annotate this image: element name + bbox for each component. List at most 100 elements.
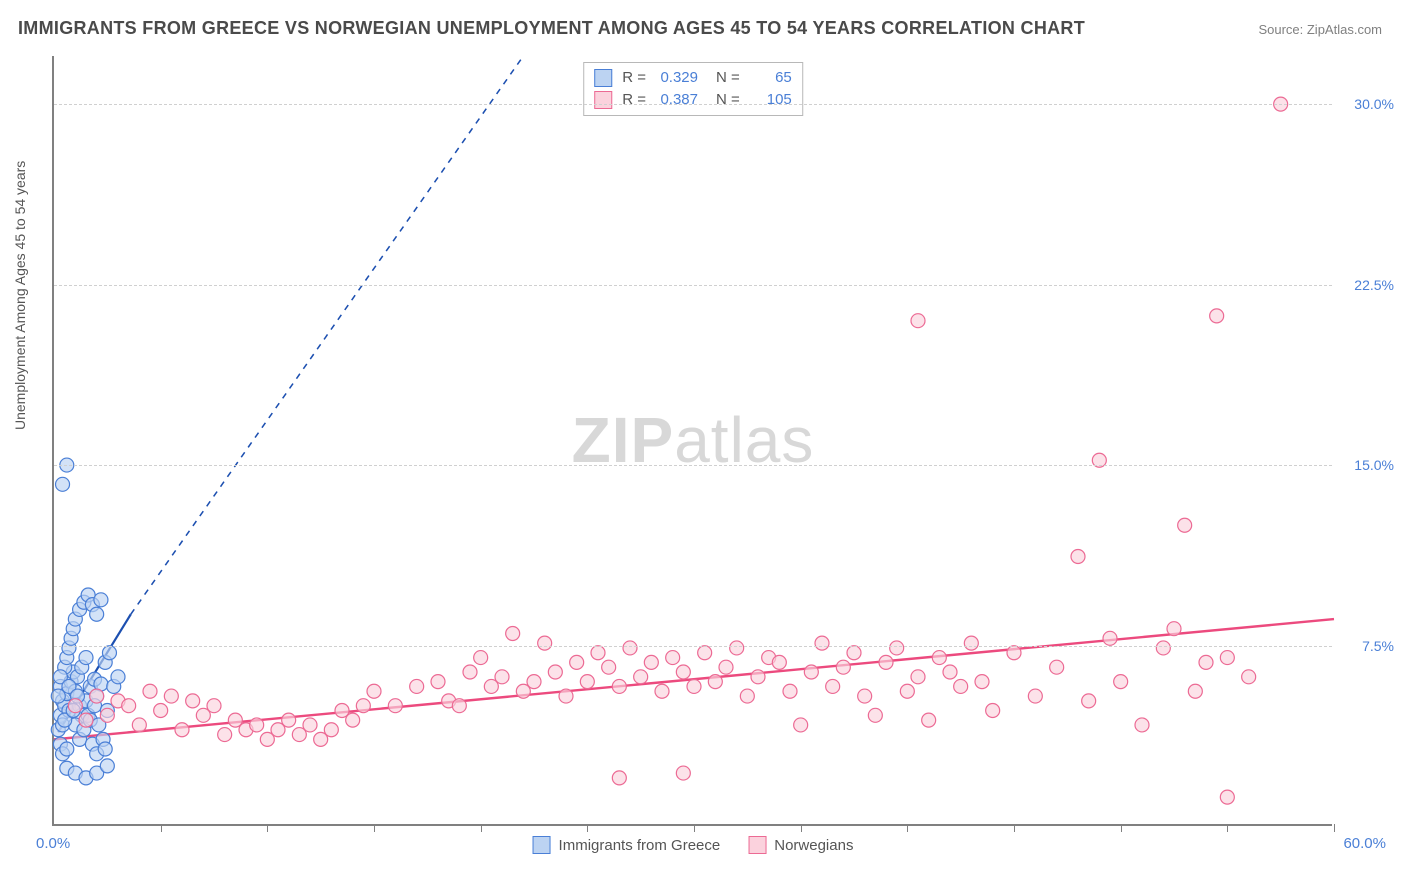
point-greece: [60, 742, 74, 756]
y-tick-label: 30.0%: [1338, 96, 1394, 112]
point-norwegians: [772, 655, 786, 669]
y-tick-label: 15.0%: [1338, 457, 1394, 473]
point-norwegians: [1220, 651, 1234, 665]
point-norwegians: [207, 699, 221, 713]
point-norwegians: [570, 655, 584, 669]
point-norwegians: [591, 646, 605, 660]
x-max-label: 60.0%: [1343, 835, 1386, 852]
point-norwegians: [900, 684, 914, 698]
point-greece: [56, 477, 70, 491]
y-tick-label: 22.5%: [1338, 277, 1394, 293]
point-norwegians: [911, 670, 925, 684]
point-norwegians: [1210, 309, 1224, 323]
point-norwegians: [1199, 655, 1213, 669]
point-norwegians: [612, 679, 626, 693]
point-norwegians: [911, 314, 925, 328]
legend-top-row-norwegians: R =0.387N =105: [594, 89, 792, 111]
point-norwegians: [602, 660, 616, 674]
x-tick: [481, 824, 482, 832]
point-norwegians: [431, 675, 445, 689]
point-norwegians: [410, 679, 424, 693]
chart-svg: [54, 56, 1332, 824]
point-norwegians: [282, 713, 296, 727]
point-norwegians: [666, 651, 680, 665]
point-norwegians: [1103, 631, 1117, 645]
n-label: N =: [716, 89, 740, 111]
point-norwegians: [612, 771, 626, 785]
x-tick: [694, 824, 695, 832]
point-norwegians: [452, 699, 466, 713]
point-norwegians: [719, 660, 733, 674]
point-norwegians: [548, 665, 562, 679]
point-norwegians: [538, 636, 552, 650]
point-norwegians: [730, 641, 744, 655]
point-norwegians: [324, 723, 338, 737]
x-tick: [1014, 824, 1015, 832]
x-tick: [1334, 824, 1335, 832]
point-norwegians: [506, 627, 520, 641]
gridline: [54, 465, 1332, 466]
point-greece: [79, 651, 93, 665]
point-norwegians: [623, 641, 637, 655]
plot-area: ZIPatlas R =0.329N =65R =0.387N =105 Imm…: [52, 56, 1332, 826]
point-norwegians: [975, 675, 989, 689]
point-norwegians: [740, 689, 754, 703]
point-greece: [111, 670, 125, 684]
point-norwegians: [495, 670, 509, 684]
point-greece: [98, 742, 112, 756]
point-norwegians: [815, 636, 829, 650]
x-tick: [1121, 824, 1122, 832]
point-norwegians: [751, 670, 765, 684]
point-norwegians: [954, 679, 968, 693]
x-tick: [907, 824, 908, 832]
point-norwegians: [644, 655, 658, 669]
point-norwegians: [1242, 670, 1256, 684]
point-norwegians: [922, 713, 936, 727]
point-greece: [90, 607, 104, 621]
x-tick: [267, 824, 268, 832]
point-norwegians: [175, 723, 189, 737]
point-norwegians: [143, 684, 157, 698]
point-greece: [100, 759, 114, 773]
swatch-icon: [594, 91, 612, 109]
source-label: Source: ZipAtlas.com: [1258, 22, 1382, 37]
point-norwegians: [580, 675, 594, 689]
point-norwegians: [79, 713, 93, 727]
point-norwegians: [250, 718, 264, 732]
swatch-icon: [533, 836, 551, 854]
point-norwegians: [388, 699, 402, 713]
x-tick: [374, 824, 375, 832]
swatch-icon: [594, 69, 612, 87]
point-norwegians: [1135, 718, 1149, 732]
point-norwegians: [186, 694, 200, 708]
point-norwegians: [698, 646, 712, 660]
legend-top: R =0.329N =65R =0.387N =105: [583, 62, 803, 116]
point-greece: [94, 593, 108, 607]
point-norwegians: [836, 660, 850, 674]
point-norwegians: [90, 689, 104, 703]
point-norwegians: [1050, 660, 1064, 674]
legend-bottom-item-norwegians: Norwegians: [748, 836, 853, 854]
r-value: 0.329: [654, 67, 698, 89]
point-norwegians: [1082, 694, 1096, 708]
point-norwegians: [463, 665, 477, 679]
r-value: 0.387: [654, 89, 698, 111]
x-origin-label: 0.0%: [36, 835, 70, 852]
n-label: N =: [716, 67, 740, 89]
chart-title: IMMIGRANTS FROM GREECE VS NORWEGIAN UNEM…: [18, 18, 1085, 39]
point-norwegians: [1114, 675, 1128, 689]
x-tick: [801, 824, 802, 832]
legend-top-row-greece: R =0.329N =65: [594, 67, 792, 89]
swatch-icon: [748, 836, 766, 854]
legend-bottom-item-greece: Immigrants from Greece: [533, 836, 721, 854]
point-norwegians: [1028, 689, 1042, 703]
point-norwegians: [218, 728, 232, 742]
point-norwegians: [794, 718, 808, 732]
trend-line-dashed-greece: [131, 56, 524, 614]
point-norwegians: [783, 684, 797, 698]
point-norwegians: [943, 665, 957, 679]
n-value: 105: [748, 89, 792, 111]
gridline: [54, 285, 1332, 286]
y-axis-label: Unemployment Among Ages 45 to 54 years: [12, 161, 28, 430]
point-norwegians: [986, 704, 1000, 718]
